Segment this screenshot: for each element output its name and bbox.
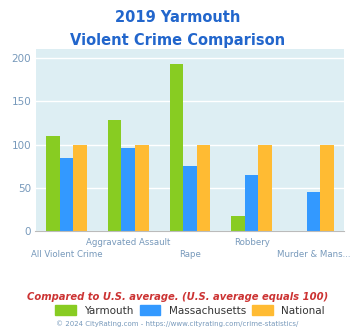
Bar bbox=[183, 166, 197, 231]
Text: 2019 Yarmouth: 2019 Yarmouth bbox=[115, 10, 240, 25]
Text: Aggravated Assault: Aggravated Assault bbox=[86, 238, 170, 247]
Bar bbox=[245, 175, 258, 231]
Bar bbox=[108, 120, 121, 231]
Bar bbox=[135, 145, 148, 231]
Text: Murder & Mans...: Murder & Mans... bbox=[277, 250, 350, 259]
Bar bbox=[121, 148, 135, 231]
Legend: Yarmouth, Massachusetts, National: Yarmouth, Massachusetts, National bbox=[55, 305, 325, 316]
Text: Compared to U.S. average. (U.S. average equals 100): Compared to U.S. average. (U.S. average … bbox=[27, 292, 328, 302]
Text: Violent Crime Comparison: Violent Crime Comparison bbox=[70, 33, 285, 48]
Bar bbox=[320, 145, 334, 231]
Bar bbox=[170, 64, 183, 231]
Bar bbox=[258, 145, 272, 231]
Bar bbox=[307, 192, 320, 231]
Text: All Violent Crime: All Violent Crime bbox=[31, 250, 102, 259]
Bar bbox=[46, 136, 60, 231]
Bar bbox=[60, 157, 73, 231]
Bar bbox=[73, 145, 87, 231]
Bar bbox=[197, 145, 210, 231]
Bar bbox=[231, 216, 245, 231]
Text: Rape: Rape bbox=[179, 250, 201, 259]
Text: Robbery: Robbery bbox=[234, 238, 270, 247]
Text: © 2024 CityRating.com - https://www.cityrating.com/crime-statistics/: © 2024 CityRating.com - https://www.city… bbox=[56, 320, 299, 327]
